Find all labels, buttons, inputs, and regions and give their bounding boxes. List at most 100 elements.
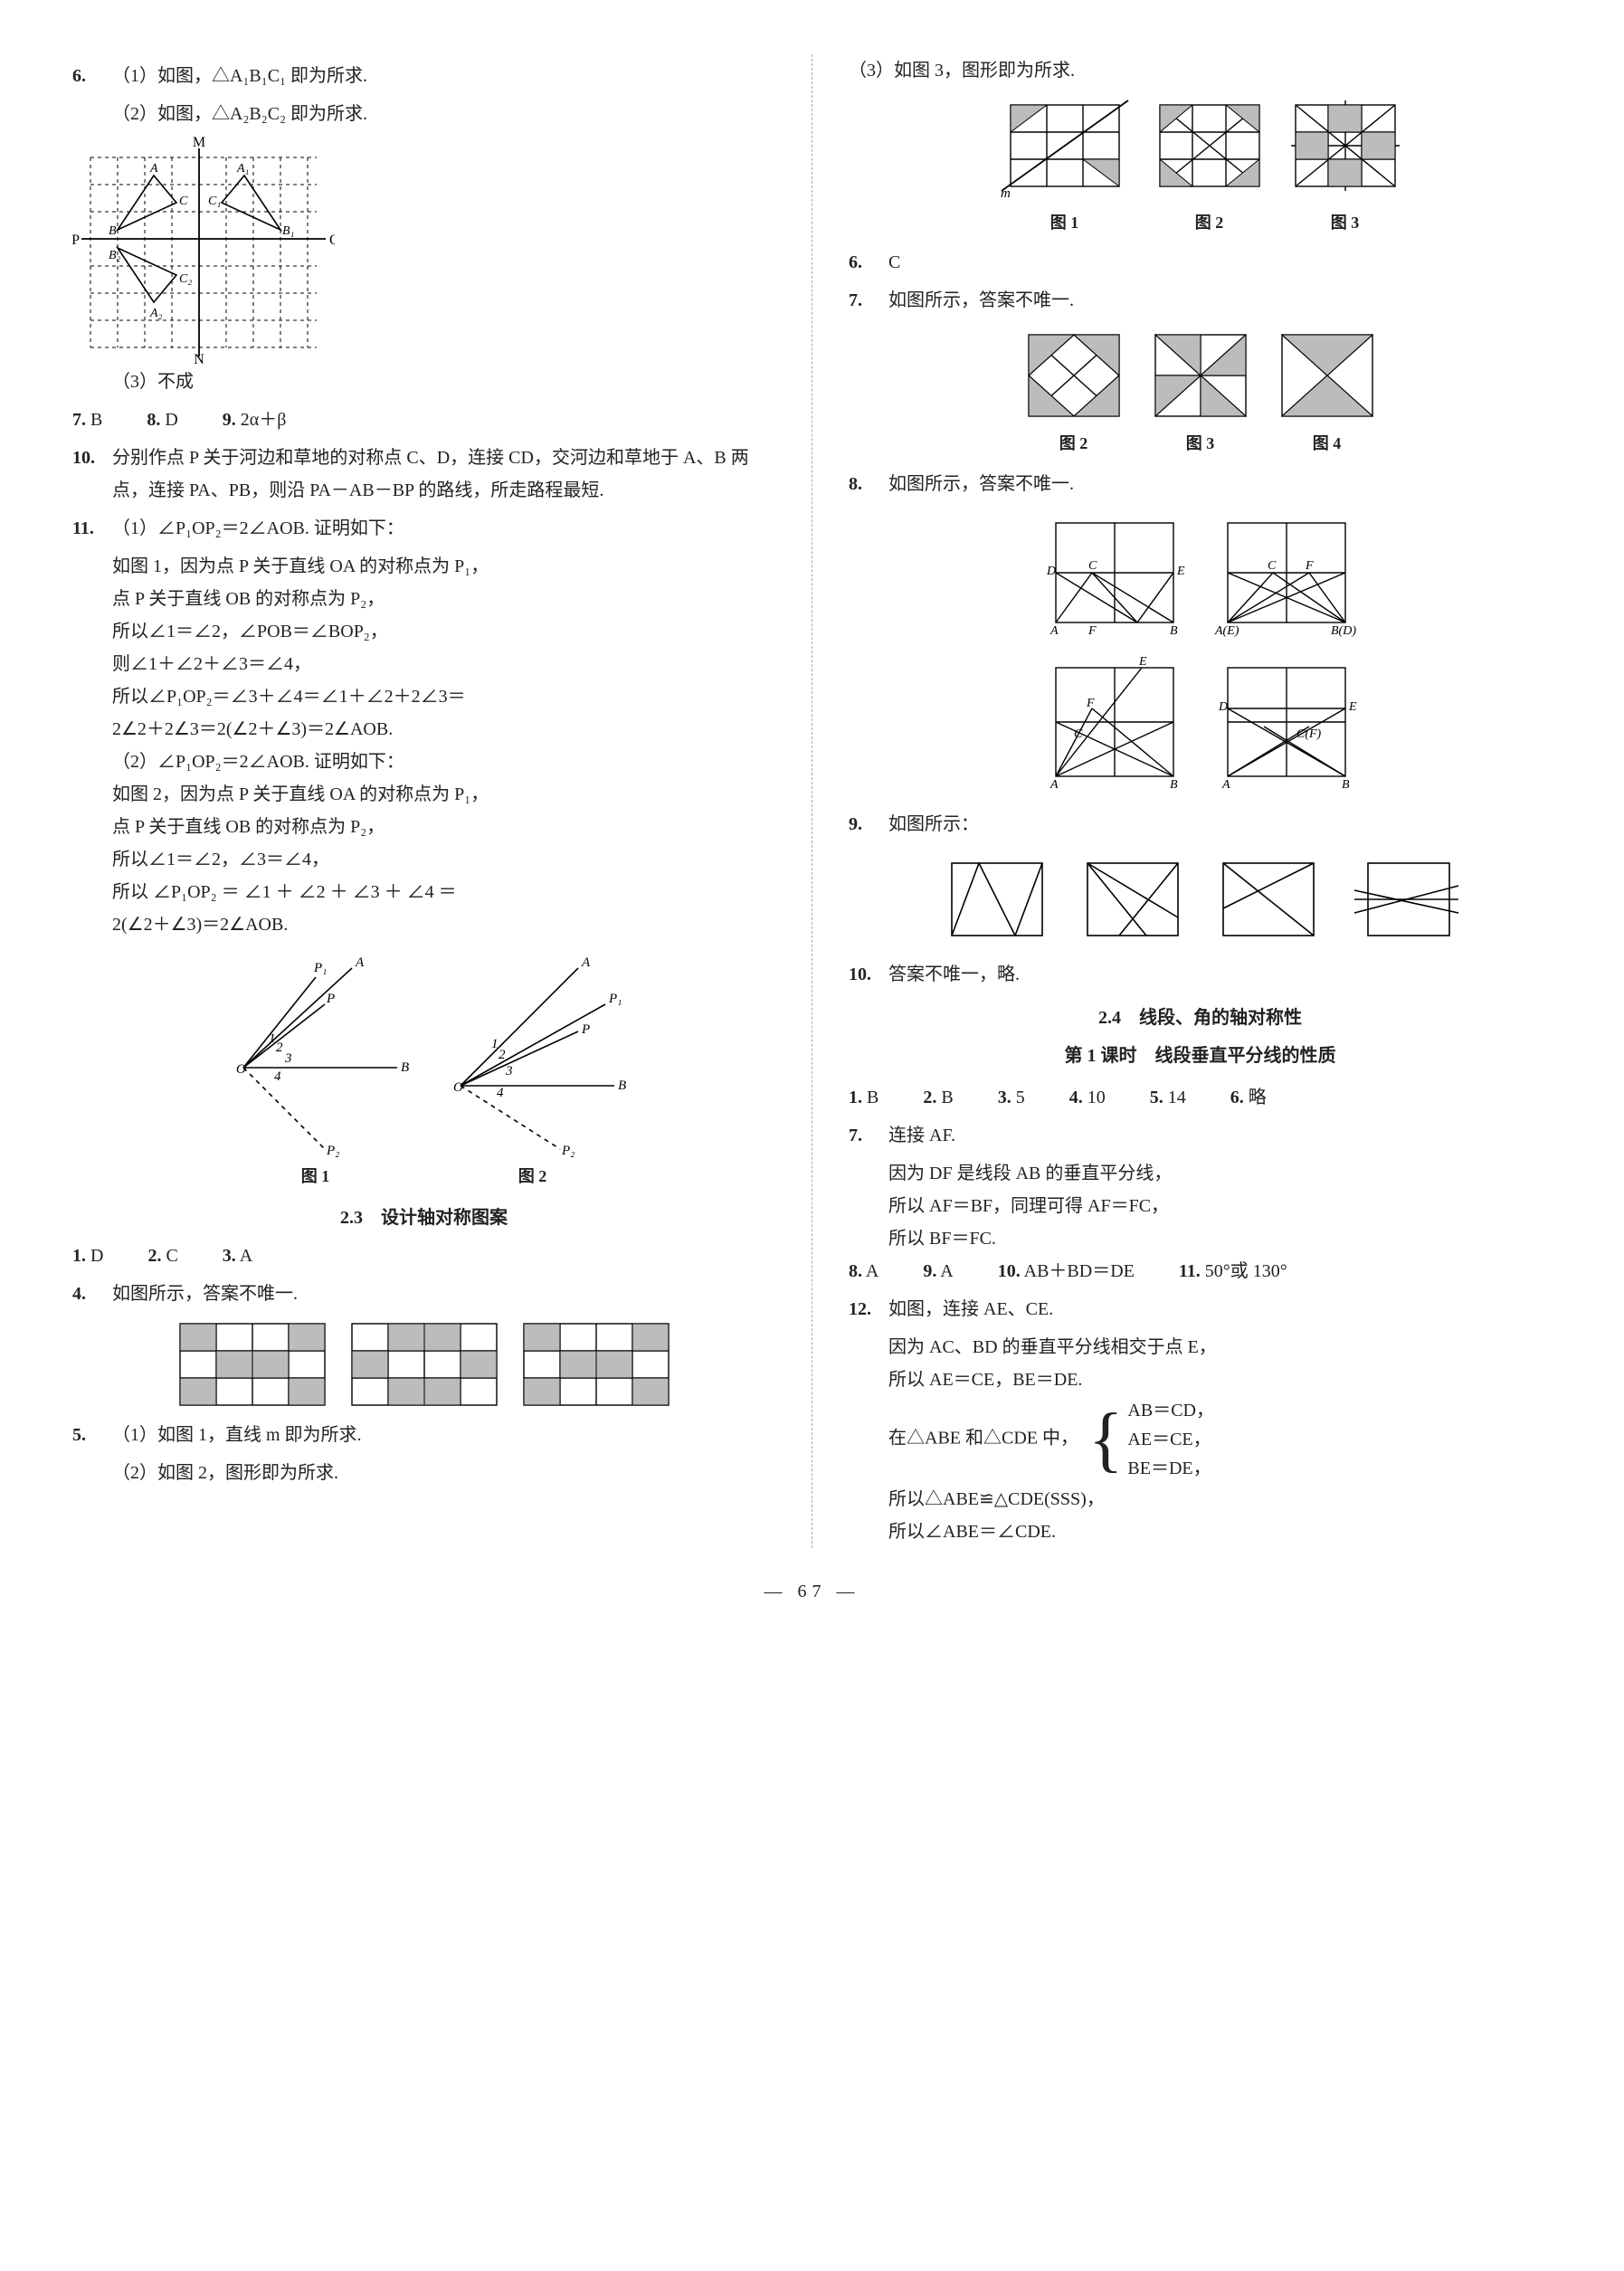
svg-text:B: B bbox=[618, 1078, 626, 1093]
s24-q12-sys: 在△ABE 和△CDE 中， { AB＝CD， AE＝CE， BE＝DE， bbox=[888, 1396, 1552, 1483]
svg-text:O: O bbox=[453, 1080, 463, 1095]
q11-l9: 点 P 关于直线 OB 的对称点为 P₂， bbox=[112, 811, 775, 843]
sec23-run: 1. D 2. C 3. A bbox=[72, 1240, 775, 1272]
s24-q4n: 4. bbox=[1069, 1088, 1083, 1107]
svg-text:P: P bbox=[326, 992, 335, 1006]
q11-figures: OAB PP₁P₂ 1234 图 1 bbox=[72, 950, 775, 1191]
s24-q8a: A bbox=[866, 1261, 878, 1281]
left-column: 6. （1）如图，△A₁B₁C₁ 即为所求. （2）如图，△A₂B₂C₂ 即为所… bbox=[72, 54, 775, 1548]
svg-text:A: A bbox=[1049, 624, 1059, 638]
s23-q4: 4. 如图所示，答案不唯一. bbox=[72, 1278, 775, 1310]
right-column: （3）如图 3，图形即为所求. m 图 1 bbox=[849, 54, 1552, 1548]
q11-l1: 如图 1，因为点 P 关于直线 OA 的对称点为 P₁， bbox=[112, 550, 775, 583]
r-q10-num: 10. bbox=[849, 958, 888, 991]
sec24-subtitle: 第 1 课时 线段垂直平分线的性质 bbox=[849, 1040, 1552, 1072]
r-q7-l3: 图 3 bbox=[1186, 429, 1215, 458]
r-q9: 9. 如图所示： bbox=[849, 808, 1552, 841]
sec23-title: 2.3 设计轴对称图案 bbox=[72, 1202, 775, 1234]
q11-l7: （2）∠P₁OP₂＝2∠AOB. 证明如下： bbox=[112, 746, 775, 778]
s24-q12-sysp: 在△ABE 和△CDE 中， bbox=[888, 1428, 1078, 1448]
svg-text:P₁: P₁ bbox=[608, 992, 622, 1006]
svg-text:P: P bbox=[72, 233, 80, 248]
s24-q2n: 2. bbox=[923, 1088, 936, 1107]
svg-text:B(D): B(D) bbox=[1331, 624, 1356, 638]
q6-part3: （3）不成 bbox=[112, 366, 775, 398]
q6-figure: M N P Q BAC B₁A₁C₁ B₂A₂C₂ bbox=[72, 130, 775, 366]
svg-text:A: A bbox=[1221, 778, 1230, 792]
r-q7: 7. 如图所示，答案不唯一. bbox=[849, 284, 1552, 317]
s24-q11a: 50°或 130° bbox=[1205, 1261, 1287, 1281]
q11-fig1-label: 图 1 bbox=[301, 1162, 330, 1191]
q11-l4: 则∠1＋∠2＋∠3＝∠4， bbox=[112, 648, 775, 680]
q8-num: 8. bbox=[147, 410, 160, 430]
r-q8: 8. 如图所示，答案不唯一. bbox=[849, 468, 1552, 500]
svg-text:B: B bbox=[1170, 778, 1178, 792]
sec24-title: 2.4 线段、角的轴对称性 bbox=[849, 1002, 1552, 1034]
s23-q4-num: 4. bbox=[72, 1278, 112, 1310]
q11-l8: 如图 2，因为点 P 关于直线 OA 的对称点为 P₁， bbox=[112, 778, 775, 811]
svg-text:B: B bbox=[401, 1060, 409, 1075]
s23-q1a: D bbox=[90, 1246, 103, 1266]
svg-text:E: E bbox=[1348, 700, 1357, 714]
q11-l0: （1）∠P₁OP₂＝2∠AOB. 证明如下： bbox=[112, 512, 404, 545]
svg-text:C₁: C₁ bbox=[208, 195, 221, 208]
svg-text:M: M bbox=[193, 135, 205, 150]
svg-text:C: C bbox=[1088, 559, 1097, 573]
s24-q6n: 6. bbox=[1230, 1088, 1244, 1107]
s24-q12-la2: 所以 AE＝CE，BE＝DE. bbox=[888, 1364, 1552, 1396]
sys-r2: BE＝DE， bbox=[1127, 1454, 1214, 1483]
two-column-layout: 6. （1）如图，△A₁B₁C₁ 即为所求. （2）如图，△A₂B₂C₂ 即为所… bbox=[72, 54, 1552, 1548]
s24-q7-num: 7. bbox=[849, 1119, 888, 1152]
q11-l6: 2∠2＋2∠3＝2(∠2＋∠3)＝2∠AOB. bbox=[112, 713, 775, 746]
s23-q2a: C bbox=[166, 1246, 177, 1266]
s23-q2n: 2. bbox=[147, 1246, 161, 1266]
svg-text:C: C bbox=[179, 195, 188, 208]
svg-text:3: 3 bbox=[505, 1064, 513, 1078]
svg-text:2: 2 bbox=[499, 1048, 506, 1062]
svg-text:C(F): C(F) bbox=[1296, 727, 1322, 741]
svg-text:B₂: B₂ bbox=[109, 249, 121, 262]
page-number: — 67 — bbox=[72, 1575, 1552, 1608]
svg-text:Q: Q bbox=[329, 233, 335, 248]
r-q5-l1: 图 1 bbox=[1050, 208, 1079, 237]
s24-q4a: 10 bbox=[1087, 1088, 1106, 1107]
svg-text:P: P bbox=[581, 1022, 590, 1037]
svg-text:A: A bbox=[355, 955, 365, 970]
q9-num: 9. bbox=[223, 410, 236, 430]
svg-text:C: C bbox=[1268, 559, 1277, 573]
svg-text:A₁: A₁ bbox=[236, 162, 249, 176]
s24-q7: 7. 连接 AF. bbox=[849, 1119, 1552, 1152]
svg-text:E: E bbox=[1176, 565, 1185, 578]
s23-q5-p1: （1）如图 1，直线 m 即为所求. bbox=[112, 1419, 362, 1451]
svg-text:O: O bbox=[236, 1062, 246, 1077]
svg-text:A: A bbox=[149, 162, 158, 176]
s24-q12-lb0: 所以△ABE≌△CDE(SSS)， bbox=[888, 1483, 1552, 1516]
s24-q3a: 5 bbox=[1016, 1088, 1025, 1107]
q10-text: 分别作点 P 关于河边和草地的对称点 C、D，连接 CD，交河边和草地于 A、B… bbox=[112, 442, 775, 507]
q7-num: 7. bbox=[72, 410, 86, 430]
svg-text:4: 4 bbox=[274, 1069, 281, 1084]
s23-q1n: 1. bbox=[72, 1246, 86, 1266]
svg-text:A: A bbox=[1049, 778, 1059, 792]
r-q7-text: 如图所示，答案不唯一. bbox=[888, 284, 1074, 317]
svg-text:P₂: P₂ bbox=[561, 1144, 575, 1158]
s24-q7-l2: 所以 AF＝BF，同理可得 AF＝FC， bbox=[888, 1190, 1552, 1222]
q11-l3: 所以∠1＝∠2，∠POB＝∠BOP₂， bbox=[112, 615, 775, 648]
q10-num: 10. bbox=[72, 442, 112, 507]
sys-r0: AB＝CD， bbox=[1127, 1396, 1214, 1425]
s23-q4-text: 如图所示，答案不唯一. bbox=[112, 1278, 298, 1310]
svg-text:B₁: B₁ bbox=[282, 224, 294, 238]
s24-q9a: A bbox=[940, 1261, 953, 1281]
r-q6: 6. C bbox=[849, 246, 1552, 279]
s24-q1n: 1. bbox=[849, 1088, 862, 1107]
q6-part2: （2）如图，△A₂B₂C₂ 即为所求. bbox=[112, 98, 775, 130]
s24-q5a: 14 bbox=[1168, 1088, 1186, 1107]
svg-text:1: 1 bbox=[269, 1031, 276, 1046]
svg-text:2: 2 bbox=[276, 1040, 283, 1055]
r-q8-figs: AFB DCE A(E)B(D) CF bbox=[849, 509, 1552, 645]
q6-num: 6. bbox=[72, 60, 112, 92]
s24-q12-la0: 如图，连接 AE、CE. bbox=[888, 1293, 1053, 1326]
s24-q12-num: 12. bbox=[849, 1293, 888, 1326]
svg-text:F: F bbox=[1087, 624, 1097, 638]
s23-q4-figs bbox=[72, 1319, 775, 1410]
